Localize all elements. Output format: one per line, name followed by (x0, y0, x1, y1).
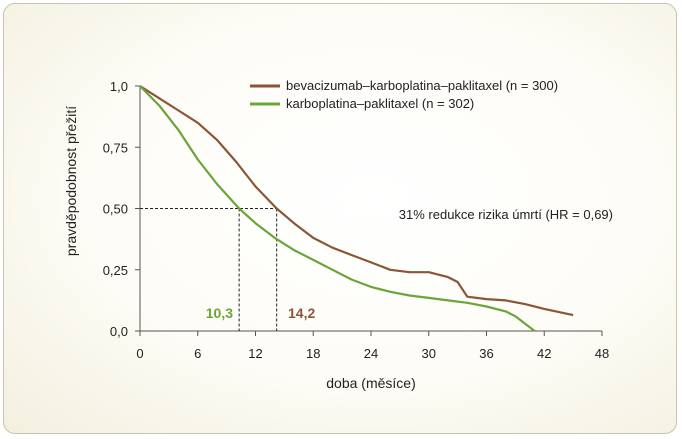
x-tick-label: 48 (595, 346, 609, 361)
x-tick-label: 18 (306, 346, 320, 361)
y-axis-label: pravděpodobnost přežití (63, 106, 79, 256)
legend: bevacizumab–karboplatina–paklitaxel (n =… (250, 78, 558, 111)
curve-kp (139, 85, 536, 332)
curve-bev (139, 85, 574, 317)
legend-label-kp: karboplatina–paklitaxel (n = 302) (286, 96, 474, 111)
y-tick-label: 0,75 (103, 140, 128, 155)
x-tick-label: 0 (136, 346, 143, 361)
x-tick-label: 42 (537, 346, 551, 361)
median-label-bev: 14,2 (288, 305, 315, 321)
x-ticks: 0 6 12 18 24 30 36 42 48 (136, 331, 609, 361)
x-tick-label: 12 (248, 346, 262, 361)
y-tick-label: 0,50 (103, 202, 128, 217)
chart-frame (3, 3, 677, 434)
y-tick-label: 0,0 (110, 324, 128, 339)
median-label-kp: 10,3 (206, 305, 233, 321)
y-tick-label: 0,25 (103, 263, 128, 278)
median-guides (140, 208, 278, 331)
legend-label-bev: bevacizumab–karboplatina–paklitaxel (n =… (286, 78, 558, 93)
x-tick-label: 30 (422, 346, 436, 361)
x-tick-label: 6 (194, 346, 201, 361)
x-axis-label: doba (měsíce) (326, 375, 415, 391)
y-ticks: 0,0 0,25 0,50 0,75 1,0 (103, 79, 140, 339)
plot-area: 0,0 0,25 0,50 0,75 1,0 0 6 12 18 24 30 36 42 48 (103, 79, 610, 361)
survival-curves (139, 85, 574, 332)
x-tick-label: 36 (479, 346, 493, 361)
hr-annotation: 31% redukce rizika úmrtí (HR = 0,69) (399, 207, 613, 222)
y-tick-label: 1,0 (110, 79, 128, 94)
x-tick-label: 24 (364, 346, 378, 361)
